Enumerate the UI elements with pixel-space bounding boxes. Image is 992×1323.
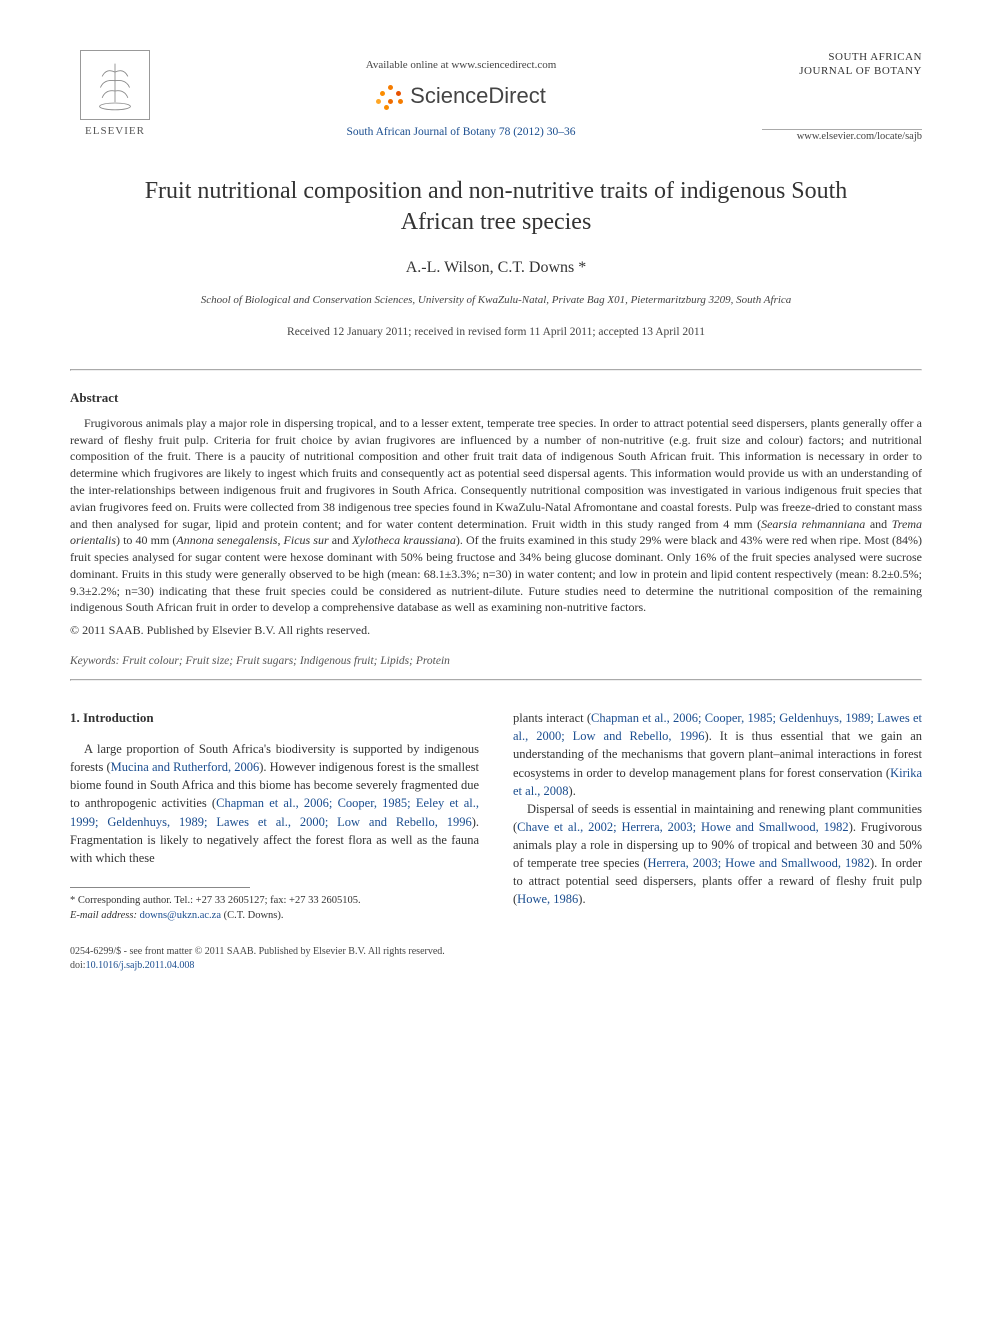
section-divider-top [70,369,922,371]
authors: A.-L. Wilson, C.T. Downs * [70,257,922,279]
journal-title: SOUTH AFRICAN JOURNAL OF BOTANY [762,50,922,79]
affiliation: School of Biological and Conservation Sc… [70,293,922,308]
intro-paragraph-1a: A large proportion of South Africa's bio… [70,740,479,867]
publisher-name: ELSEVIER [70,124,160,139]
journal-reference[interactable]: South African Journal of Botany 78 (2012… [160,124,762,140]
page-footer: 0254-6299/$ - see front matter © 2011 SA… [70,945,922,973]
available-online-text: Available online at www.sciencedirect.co… [160,58,762,73]
article-title: Fruit nutritional composition and non-nu… [110,176,882,238]
publisher-logo: ELSEVIER [70,50,160,139]
section-divider-bottom [70,679,922,681]
page-header: ELSEVIER Available online at www.science… [70,50,922,144]
body-columns: 1. Introduction A large proportion of So… [70,709,922,923]
issn-line: 0254-6299/$ - see front matter © 2011 SA… [70,945,922,959]
abstract-heading: Abstract [70,389,922,407]
copyright-line: © 2011 SAAB. Published by Elsevier B.V. … [70,622,922,639]
citation-link[interactable]: Mucina and Rutherford, 2006 [111,760,260,774]
sciencedirect-logo: ScienceDirect [160,81,762,112]
left-column: 1. Introduction A large proportion of So… [70,709,479,923]
center-header: Available online at www.sciencedirect.co… [160,50,762,140]
intro-paragraph-2: Dispersal of seeds is essential in maint… [513,800,922,909]
citation-link[interactable]: Chave et al., 2002; Herrera, 2003; Howe … [517,820,849,834]
citation-link[interactable]: Herrera, 2003; Howe and Smallwood, 1982 [648,856,871,870]
keywords: Keywords: Fruit colour; Fruit size; Frui… [70,653,922,669]
abstract-body: Frugivorous animals play a major role in… [70,415,922,617]
right-column: plants interact (Chapman et al., 2006; C… [513,709,922,923]
doi-line: doi:10.1016/j.sajb.2011.04.008 [70,959,922,973]
corresponding-author-footnote: * Corresponding author. Tel.: +27 33 260… [70,894,479,923]
sciencedirect-text: ScienceDirect [410,81,546,112]
journal-url[interactable]: www.elsevier.com/locate/sajb [762,130,922,145]
email-link[interactable]: downs@ukzn.ac.za [140,910,221,921]
doi-link[interactable]: 10.1016/j.sajb.2011.04.008 [86,960,195,971]
right-header: SOUTH AFRICAN JOURNAL OF BOTANY www.else… [762,50,922,144]
sciencedirect-dots-icon [376,83,404,111]
article-dates: Received 12 January 2011; received in re… [70,324,922,340]
elsevier-tree-icon [80,50,150,120]
intro-paragraph-1b: plants interact (Chapman et al., 2006; C… [513,709,922,800]
footnote-divider [70,887,250,888]
citation-link[interactable]: Howe, 1986 [517,892,578,906]
introduction-heading: 1. Introduction [70,709,479,728]
